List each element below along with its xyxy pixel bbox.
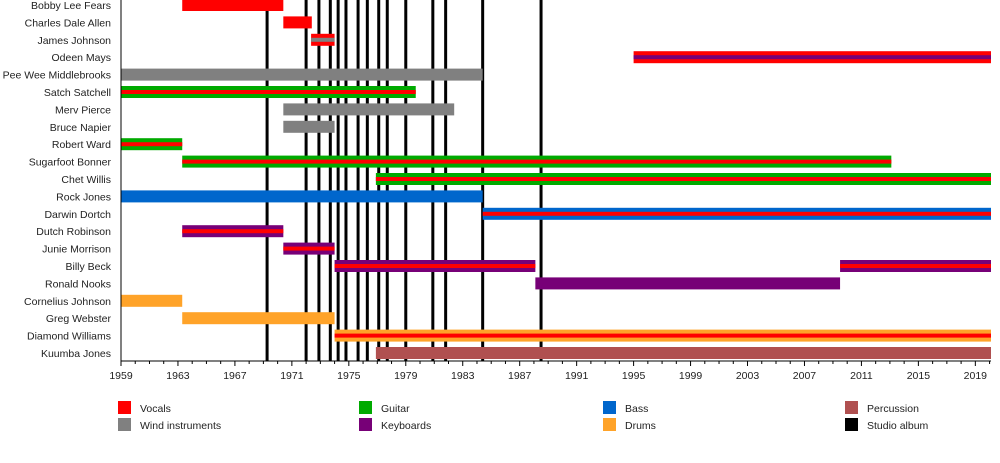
x-tick-label: 1991	[565, 370, 589, 382]
x-tick-label: 1979	[394, 370, 418, 382]
legend-label: Keyboards	[381, 420, 431, 432]
legend-label: Percussion	[867, 403, 919, 415]
member-label: Darwin Dortch	[44, 209, 111, 221]
member-bar-secondary-stripe	[334, 333, 991, 338]
member-label: Sugarfoot Bonner	[29, 157, 112, 169]
member-label: Cornelius Johnson	[24, 296, 111, 308]
legend-label: Studio album	[867, 420, 929, 432]
x-tick-label: 2003	[736, 370, 760, 382]
legend-swatch	[359, 418, 372, 431]
legend-swatch	[845, 418, 858, 431]
member-label: Charles Dale Allen	[25, 17, 112, 29]
x-tick-label: 1967	[223, 370, 247, 382]
member-bar	[121, 294, 183, 307]
legend-swatch	[118, 418, 131, 431]
legend-swatch	[603, 401, 616, 414]
legend-label: Guitar	[381, 403, 410, 415]
legend-swatch	[845, 401, 858, 414]
member-label: Rock Jones	[56, 191, 111, 203]
member-label: Billy Beck	[65, 261, 111, 273]
member-bar	[182, 0, 284, 11]
member-bar-secondary-stripe	[840, 264, 991, 268]
member-label: Merv Pierce	[55, 104, 111, 116]
member-bar	[535, 277, 841, 290]
x-tick-label: 1983	[451, 370, 475, 382]
member-bar	[283, 120, 335, 133]
x-tick-label: 2015	[907, 370, 931, 382]
x-tick-label: 1963	[166, 370, 190, 382]
x-tick-label: 2007	[793, 370, 817, 382]
member-label: Satch Satchell	[44, 87, 111, 99]
member-label: James Johnson	[37, 35, 111, 47]
member-bar-secondary-stripe	[375, 177, 991, 181]
x-tick-label: 1971	[280, 370, 304, 382]
member-label: Kuumba Jones	[41, 348, 111, 360]
member-bar	[283, 16, 312, 29]
member-bar	[121, 68, 483, 81]
x-tick-label: 1959	[109, 370, 133, 382]
member-bar	[182, 312, 335, 325]
x-tick-label: 1995	[622, 370, 646, 382]
x-tick-label: 1975	[337, 370, 361, 382]
member-label: Ronald Nooks	[45, 278, 111, 290]
legend-label: Bass	[625, 403, 648, 415]
member-label: Dutch Robinson	[36, 226, 111, 238]
member-bar	[283, 103, 455, 116]
member-bar-secondary-stripe	[121, 90, 416, 94]
legend-label: Drums	[625, 420, 656, 432]
legend-label: Wind instruments	[140, 420, 221, 432]
member-bar-secondary-stripe	[121, 142, 183, 147]
legend-swatch	[118, 401, 131, 414]
member-label: Chet Willis	[61, 174, 111, 186]
member-label: Pee Wee Middlebrooks	[3, 70, 111, 82]
member-bar-secondary-stripe	[633, 55, 991, 60]
legend-swatch	[603, 418, 616, 431]
x-tick-label: 1999	[679, 370, 703, 382]
member-label: Diamond Williams	[27, 331, 111, 343]
member-label: Bruce Napier	[50, 122, 112, 134]
member-bar-secondary-stripe	[283, 246, 335, 251]
x-tick-label: 1987	[508, 370, 532, 382]
member-bar	[121, 190, 483, 203]
member-bar-secondary-stripe	[311, 37, 335, 42]
member-bar-secondary-stripe	[182, 229, 284, 234]
member-bar-secondary-stripe	[334, 264, 536, 268]
x-tick-label: 2019	[964, 370, 988, 382]
member-label: Odeen Mays	[51, 52, 111, 64]
x-tick-label: 2011	[850, 370, 873, 382]
member-label: Junie Morrison	[42, 244, 111, 256]
member-bar-secondary-stripe	[182, 159, 892, 164]
legend-label: Vocals	[140, 403, 171, 415]
member-label: Greg Webster	[46, 313, 112, 325]
member-label: Robert Ward	[52, 139, 111, 151]
member-bar-secondary-stripe	[482, 211, 991, 216]
member-label: Bobby Lee Fears	[31, 0, 111, 12]
legend-swatch	[359, 401, 372, 414]
member-bar	[375, 347, 991, 359]
